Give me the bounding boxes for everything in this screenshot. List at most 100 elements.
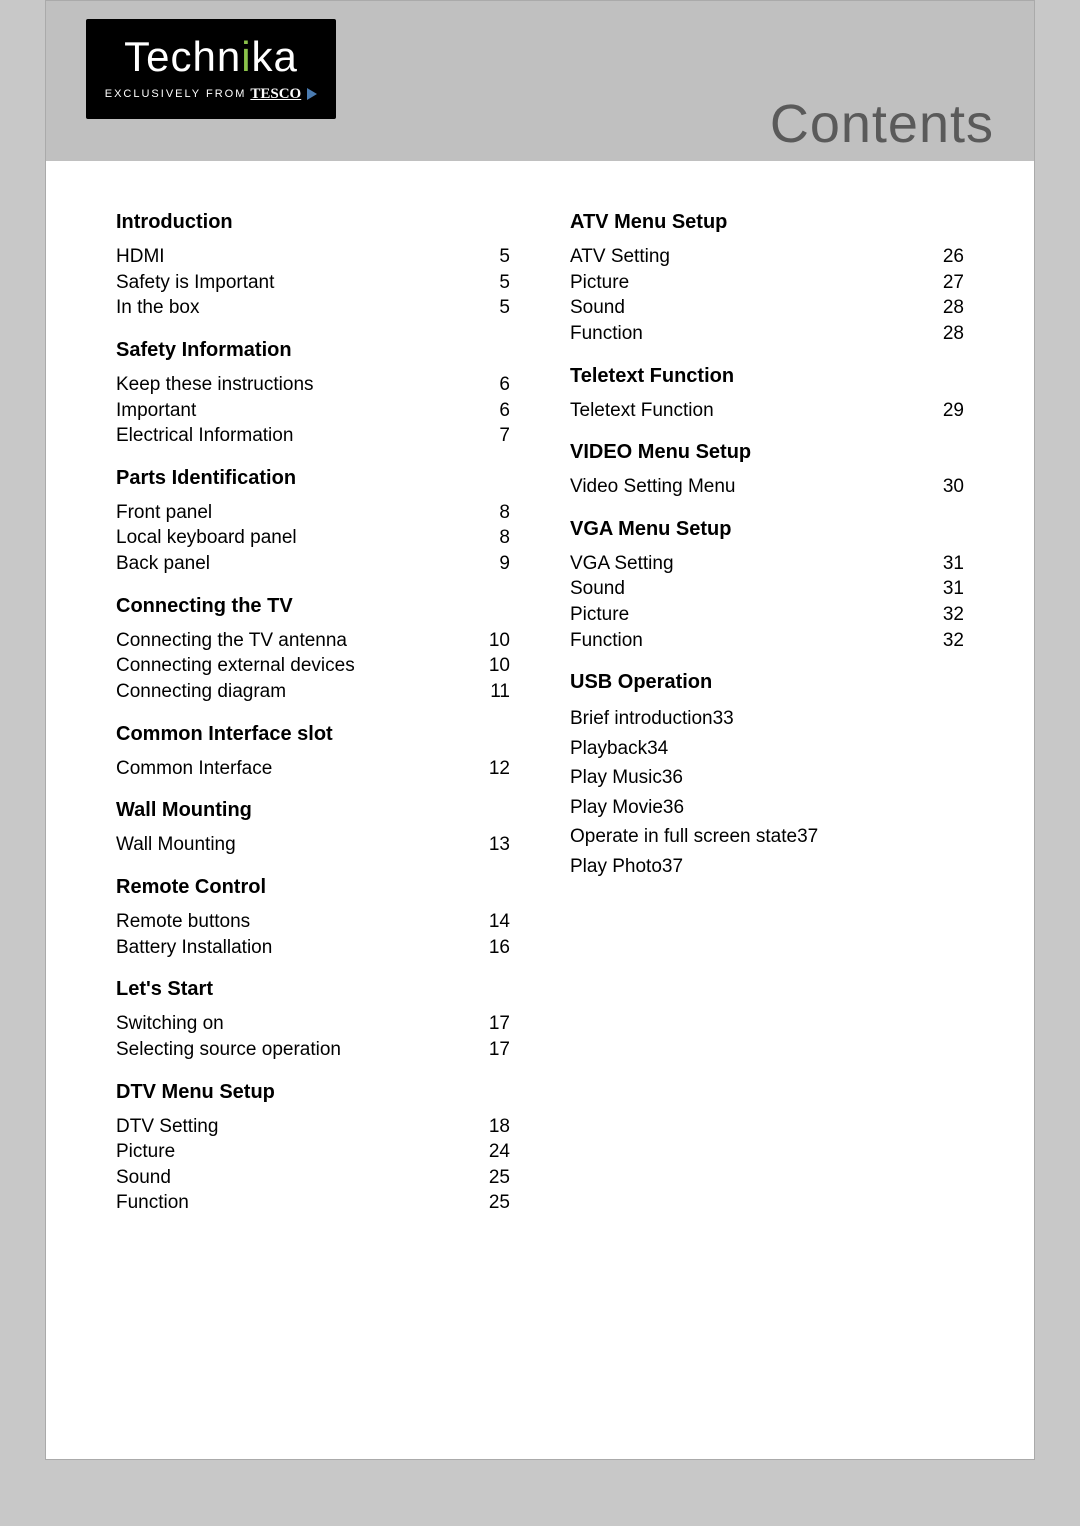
contents-body: Introduction HDMI 5Safety is Important5In … xyxy=(46,161,1034,1216)
toc-label: Teletext Function xyxy=(570,398,714,424)
arrow-icon xyxy=(307,88,317,100)
toc-page-number: 8 xyxy=(478,525,510,551)
section-heading: Safety Information xyxy=(116,339,510,362)
toc-row: Electrical Information7 xyxy=(116,423,510,449)
toc-page-number: 25 xyxy=(478,1165,510,1191)
toc-row: HDMI 5 xyxy=(116,244,510,270)
toc-label: Connecting diagram xyxy=(116,679,286,705)
toc-row: Sound 31 xyxy=(570,576,964,602)
section-heading: Let's Start xyxy=(116,978,510,1001)
toc-page-number: 17 xyxy=(478,1011,510,1037)
toc-row: Playback34 xyxy=(570,734,964,763)
toc-page-number: 7 xyxy=(478,423,510,449)
toc-label: Important xyxy=(116,398,196,424)
toc-page-number: 5 xyxy=(478,244,510,270)
toc-label: Sound xyxy=(116,1165,171,1191)
section-heading: Wall Mounting xyxy=(116,799,510,822)
brand-accent-letter: i xyxy=(241,33,251,80)
toc-page-number: 14 xyxy=(478,909,510,935)
toc-page-number: 9 xyxy=(478,551,510,577)
brand-subline: EXCLUSIVELY FROM TESCO xyxy=(105,86,317,103)
toc-row: Function28 xyxy=(570,321,964,347)
toc-row: Picture 24 xyxy=(116,1139,510,1165)
toc-label: Back panel xyxy=(116,551,210,577)
toc-page-number: 11 xyxy=(478,679,510,705)
toc-label: Picture xyxy=(570,602,629,628)
right-column: ATV Menu SetupATV Setting26Picture27Soun… xyxy=(570,211,964,1216)
toc-row: Play Music36 xyxy=(570,763,964,792)
toc-label: VGA Setting xyxy=(570,551,674,577)
toc-page-number: 13 xyxy=(478,832,510,858)
toc-page-number: 10 xyxy=(478,628,510,654)
section-heading: DTV Menu Setup xyxy=(116,1081,510,1104)
toc-row: ATV Setting26 xyxy=(570,244,964,270)
page-title: Contents xyxy=(770,93,994,155)
toc-row: Common Interface12 xyxy=(116,756,510,782)
toc-page-number: 27 xyxy=(932,270,964,296)
toc-row: Connecting external devices 10 xyxy=(116,653,510,679)
toc-row: Operate in full screen state37 xyxy=(570,822,964,851)
toc-page-number: 16 xyxy=(478,935,510,961)
toc-label: Remote buttons xyxy=(116,909,250,935)
toc-row: Brief introduction33 xyxy=(570,704,964,733)
section-heading: Teletext Function xyxy=(570,365,964,388)
brand-sub-prefix: EXCLUSIVELY FROM xyxy=(105,88,247,100)
brand-post: ka xyxy=(252,33,298,80)
toc-label: Wall Mounting xyxy=(116,832,236,858)
toc-label: Battery Installation xyxy=(116,935,272,961)
toc-row: Connecting diagram 11 xyxy=(116,679,510,705)
section-heading: Parts Identification xyxy=(116,467,510,490)
toc-row: Picture 27 xyxy=(570,270,964,296)
toc-row: Picture 32 xyxy=(570,602,964,628)
toc-label: Picture xyxy=(116,1139,175,1165)
toc-label: Keep these instructions xyxy=(116,372,314,398)
toc-label: Picture xyxy=(570,270,629,296)
toc-row: Front panel 8 xyxy=(116,500,510,526)
toc-label: Connecting the TV antenna xyxy=(116,628,347,654)
toc-page-number: 31 xyxy=(932,576,964,602)
toc-label: Selecting source operation xyxy=(116,1037,341,1063)
section-heading: Introduction xyxy=(116,211,510,234)
toc-row: Sound28 xyxy=(570,295,964,321)
section-heading: VGA Menu Setup xyxy=(570,518,964,541)
toc-label: HDMI xyxy=(116,244,165,270)
toc-row: Connecting the TV antenna 10 xyxy=(116,628,510,654)
document-page: Technika EXCLUSIVELY FROM TESCO Contents… xyxy=(45,0,1035,1460)
section-heading: VIDEO Menu Setup xyxy=(570,441,964,464)
toc-page-number: 29 xyxy=(932,398,964,424)
toc-label: Switching on xyxy=(116,1011,224,1037)
toc-page-number: 32 xyxy=(932,602,964,628)
section-heading: USB Operation xyxy=(570,671,964,694)
toc-label: Sound xyxy=(570,576,625,602)
left-column: Introduction HDMI 5Safety is Important5In … xyxy=(116,211,510,1216)
toc-row: VGA Setting31 xyxy=(570,551,964,577)
toc-label: In the box xyxy=(116,295,199,321)
toc-row: DTV Setting 18 xyxy=(116,1114,510,1140)
toc-label: Video Setting Menu xyxy=(570,474,736,500)
toc-page-number: 18 xyxy=(478,1114,510,1140)
toc-row: Battery Installation 16 xyxy=(116,935,510,961)
toc-page-number: 17 xyxy=(478,1037,510,1063)
section-heading: Common Interface slot xyxy=(116,723,510,746)
toc-page-number: 10 xyxy=(478,653,510,679)
toc-page-number: 6 xyxy=(478,372,510,398)
toc-row: Sound 25 xyxy=(116,1165,510,1191)
brand-sub-retailer: TESCO xyxy=(250,86,301,103)
toc-page-number: 24 xyxy=(478,1139,510,1165)
toc-row: Play Photo37 xyxy=(570,852,964,881)
toc-page-number: 5 xyxy=(478,270,510,296)
toc-row: Important6 xyxy=(116,398,510,424)
toc-label: Local keyboard panel xyxy=(116,525,297,551)
toc-row: Remote buttons 14 xyxy=(116,909,510,935)
toc-row: Safety is Important5 xyxy=(116,270,510,296)
toc-row: Function32 xyxy=(570,628,964,654)
toc-label: Front panel xyxy=(116,500,212,526)
toc-row: Function25 xyxy=(116,1190,510,1216)
toc-label: Connecting external devices xyxy=(116,653,355,679)
toc-label: DTV Setting xyxy=(116,1114,218,1140)
toc-label: Function xyxy=(570,321,643,347)
header-band: Technika EXCLUSIVELY FROM TESCO Contents xyxy=(46,1,1034,161)
toc-row: Local keyboard panel 8 xyxy=(116,525,510,551)
toc-page-number: 8 xyxy=(478,500,510,526)
toc-page-number: 12 xyxy=(478,756,510,782)
